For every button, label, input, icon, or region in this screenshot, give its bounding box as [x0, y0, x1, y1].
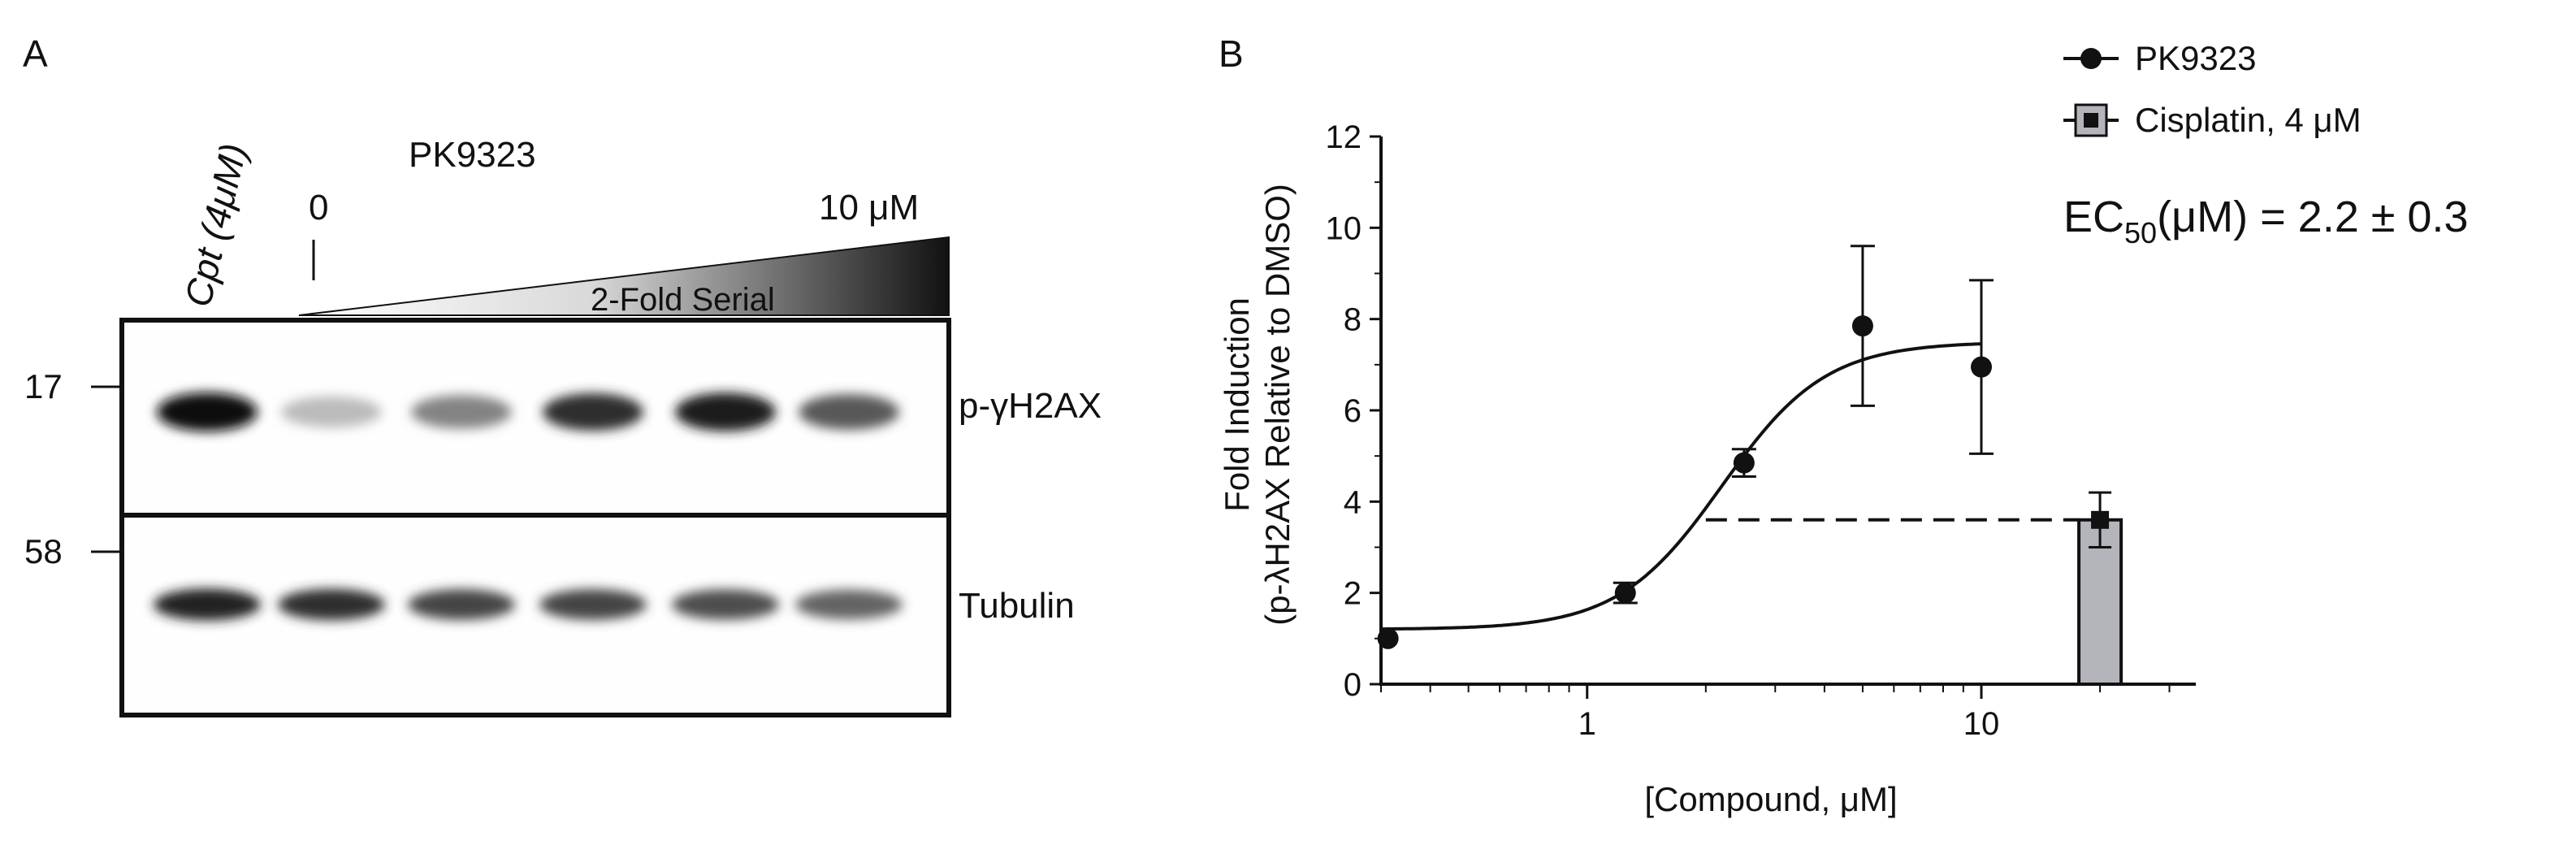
- legend-label-cisplatin: Cisplatin, 4 μM: [2135, 101, 2362, 139]
- gh2ax-band: [157, 392, 258, 431]
- y-tick-label: 2: [1344, 576, 1362, 612]
- y-tick-label: 0: [1344, 667, 1362, 703]
- panel-a-label: A: [23, 33, 48, 75]
- x-tick-label: 1: [1578, 706, 1596, 742]
- tubulin-band: [154, 588, 261, 621]
- zero-concentration-label: 0: [309, 188, 328, 228]
- legend-marker-cisplatin: [2084, 113, 2098, 128]
- band-label-tubulin: Tubulin: [959, 586, 1075, 626]
- legend-marker-pk9323: [2080, 48, 2102, 69]
- legend: PK9323 Cisplatin, 4 μM: [2063, 39, 2362, 139]
- fit-curve-pk9323: [1381, 342, 1982, 631]
- compound-label: PK9323: [409, 135, 536, 175]
- tubulin-bands: [154, 588, 903, 621]
- lane-cpt-label: Cpt (4μM): [176, 140, 255, 311]
- y-axis-title-line2: (p-λH2AX Relative to DMSO): [1258, 184, 1297, 626]
- gh2ax-band: [675, 392, 776, 431]
- legend-label-pk9323: PK9323: [2135, 39, 2256, 77]
- panel-a: A Cpt (4μM) PK9323 0 10 μM 2-Fold Serial…: [23, 33, 1102, 717]
- tubulin-band: [672, 589, 779, 620]
- cisplatin-marker: [2091, 510, 2110, 529]
- gh2ax-band: [543, 392, 643, 431]
- gradient-label: 2-Fold Serial: [591, 282, 775, 318]
- gh2ax-band: [799, 394, 899, 430]
- gh2ax-bands: [157, 392, 899, 431]
- y-tick-label: 10: [1326, 210, 1362, 246]
- pk9323-data-point: [1377, 627, 1399, 649]
- mw-marker-17: 17: [24, 367, 63, 405]
- panel-b: B PK9323 Cisplatin, 4 μM EC50(μM) = 2.2 …: [1218, 33, 2468, 818]
- x-tick-label: 10: [1963, 706, 2000, 742]
- panel-b-label: B: [1219, 33, 1244, 75]
- gh2ax-band: [411, 395, 512, 429]
- tubulin-band: [539, 589, 647, 620]
- tubulin-band: [278, 588, 385, 621]
- tubulin-band: [795, 589, 903, 620]
- gh2ax-band: [281, 396, 382, 428]
- pk9323-data-point: [1970, 356, 1992, 378]
- pk9323-data-point: [1851, 315, 1873, 337]
- y-tick-label: 12: [1326, 119, 1362, 155]
- y-tick-label: 8: [1344, 302, 1362, 338]
- ec50-main: EC: [2063, 193, 2124, 241]
- max-concentration-label: 10 μM: [819, 188, 919, 228]
- band-label-gh2ax: p-γH2AX: [959, 386, 1102, 426]
- ec50-value: (μM) = 2.2 ± 0.3: [2157, 193, 2468, 241]
- y-tick-label: 6: [1344, 393, 1362, 429]
- concentration-gradient-wedge: [298, 236, 950, 316]
- pk9323-data-point: [1733, 452, 1755, 474]
- ec50-annotation: EC50(μM) = 2.2 ± 0.3: [2063, 193, 2468, 249]
- x-axis-title: [Compound, μM]: [1644, 780, 1897, 818]
- mw-marker-58: 58: [24, 532, 63, 570]
- plot-area: 0 2 4 6 8 10 12 1 10: [1326, 119, 2196, 742]
- y-tick-label: 4: [1344, 484, 1362, 520]
- y-axis-title-line1: Fold Induction: [1218, 297, 1256, 512]
- tubulin-band: [408, 589, 515, 620]
- ec50-subscript: 50: [2124, 216, 2157, 249]
- pk9323-data-point: [1614, 582, 1636, 604]
